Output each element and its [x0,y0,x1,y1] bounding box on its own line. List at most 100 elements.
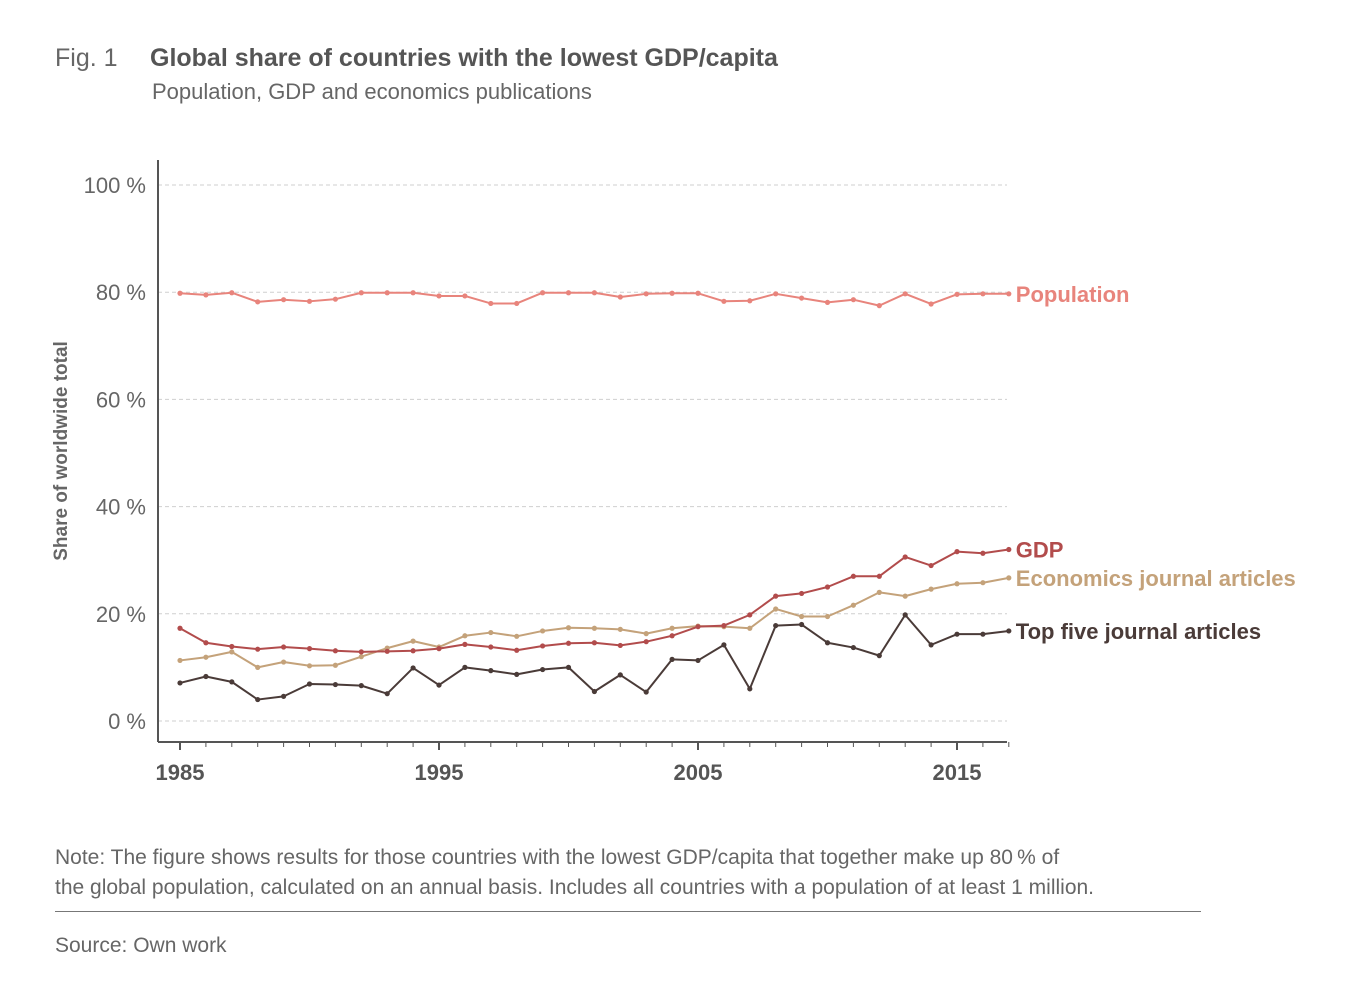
data-point-gdp [306,646,313,652]
data-point-population [488,300,494,307]
y-axis-title: Share of worldwide total [51,341,72,561]
data-point-economics [255,664,261,671]
data-point-top_five [799,621,805,628]
data-point-population [824,299,831,305]
data-point-economics [954,581,960,587]
data-point-population [229,290,235,296]
data-point-gdp [514,647,520,653]
data-point-economics [773,606,779,612]
data-point-population [514,300,520,307]
data-point-top_five [358,683,364,689]
data-point-top_five [902,612,908,618]
data-point-economics [928,586,934,592]
data-point-gdp [565,640,572,646]
data-point-economics [824,613,831,620]
data-point-gdp [358,649,364,655]
y-tick-label: 20 % [96,602,146,627]
data-point-gdp [980,550,986,556]
data-point-top_five [643,689,649,695]
data-point-top_five [306,681,313,687]
x-tick-label: 2005 [674,760,723,785]
data-point-economics [488,629,494,636]
data-point-population [462,293,468,299]
data-point-gdp [799,590,805,597]
data-point-top_five [203,673,209,680]
data-point-top_five [488,668,494,674]
data-point-top_five [540,666,546,673]
data-point-gdp [177,625,183,631]
data-point-gdp [255,646,261,652]
data-point-gdp [876,573,882,579]
data-point-population [358,290,364,296]
data-point-gdp [229,643,235,650]
data-point-top_five [747,686,753,692]
data-point-gdp [824,584,831,590]
data-point-top_five [462,664,468,671]
data-point-gdp [332,648,338,654]
figure-title: Global share of countries with the lowes… [150,44,778,72]
data-point-population [799,295,805,301]
data-point-population [980,291,986,297]
data-point-top_five [177,680,183,686]
data-point-economics [306,663,313,669]
data-point-gdp [617,642,623,649]
y-tick-label: 80 % [96,280,146,305]
data-point-population [306,298,313,304]
data-point-gdp [954,549,960,555]
data-point-top_five [514,671,520,677]
data-point-population [954,291,960,297]
note-line-2: the global population, calculated on an … [55,876,1095,899]
figure-note: Note: The figure shows results for those… [55,843,1205,903]
note-line-1: Note: The figure shows results for those… [55,846,1060,869]
data-point-gdp [1006,546,1012,553]
data-point-top_five [565,664,572,671]
data-point-economics [229,649,235,655]
data-point-gdp [643,639,649,645]
data-point-economics [462,633,468,639]
data-point-top_five [669,656,675,662]
data-point-economics [591,625,598,631]
series-label-economics: Economics journal articles [1016,566,1296,591]
data-point-top_five [850,644,857,651]
data-point-gdp [721,622,727,629]
data-point-economics [747,625,753,631]
data-point-population [850,297,857,303]
data-point-economics [177,657,183,664]
data-point-economics [358,654,364,660]
data-point-population [410,290,416,296]
data-point-population [928,301,934,307]
data-point-population [695,290,701,296]
data-point-gdp [850,573,857,579]
data-point-economics [617,626,623,632]
data-point-economics [669,625,675,631]
data-point-economics [332,662,338,668]
note-divider [55,911,1201,912]
data-point-gdp [669,633,675,639]
data-point-population [876,303,882,309]
x-tick-label: 1995 [415,760,464,785]
data-point-economics [876,589,882,595]
data-point-gdp [203,640,209,646]
data-point-population [643,291,649,297]
data-point-population [540,290,546,296]
y-tick-label: 100 % [84,173,146,198]
data-point-population [565,290,572,296]
data-point-top_five [281,693,287,699]
data-point-economics [1006,575,1012,581]
data-point-top_five [229,679,235,685]
data-point-population [721,298,727,304]
y-tick-label: 60 % [96,387,146,412]
series-line-economics [179,576,1009,669]
data-point-top_five [773,622,779,629]
x-tick-label: 2015 [933,760,982,785]
data-point-economics [850,602,857,608]
data-point-population [902,291,908,297]
figure-subtitle: Population, GDP and economics publicatio… [152,79,592,104]
figure-source: Source: Own work [55,934,227,957]
data-point-economics [281,659,287,665]
data-point-economics [540,628,546,634]
data-point-top_five [695,657,701,664]
data-point-economics [565,625,572,631]
data-point-gdp [281,644,287,650]
data-point-top_five [876,653,882,659]
